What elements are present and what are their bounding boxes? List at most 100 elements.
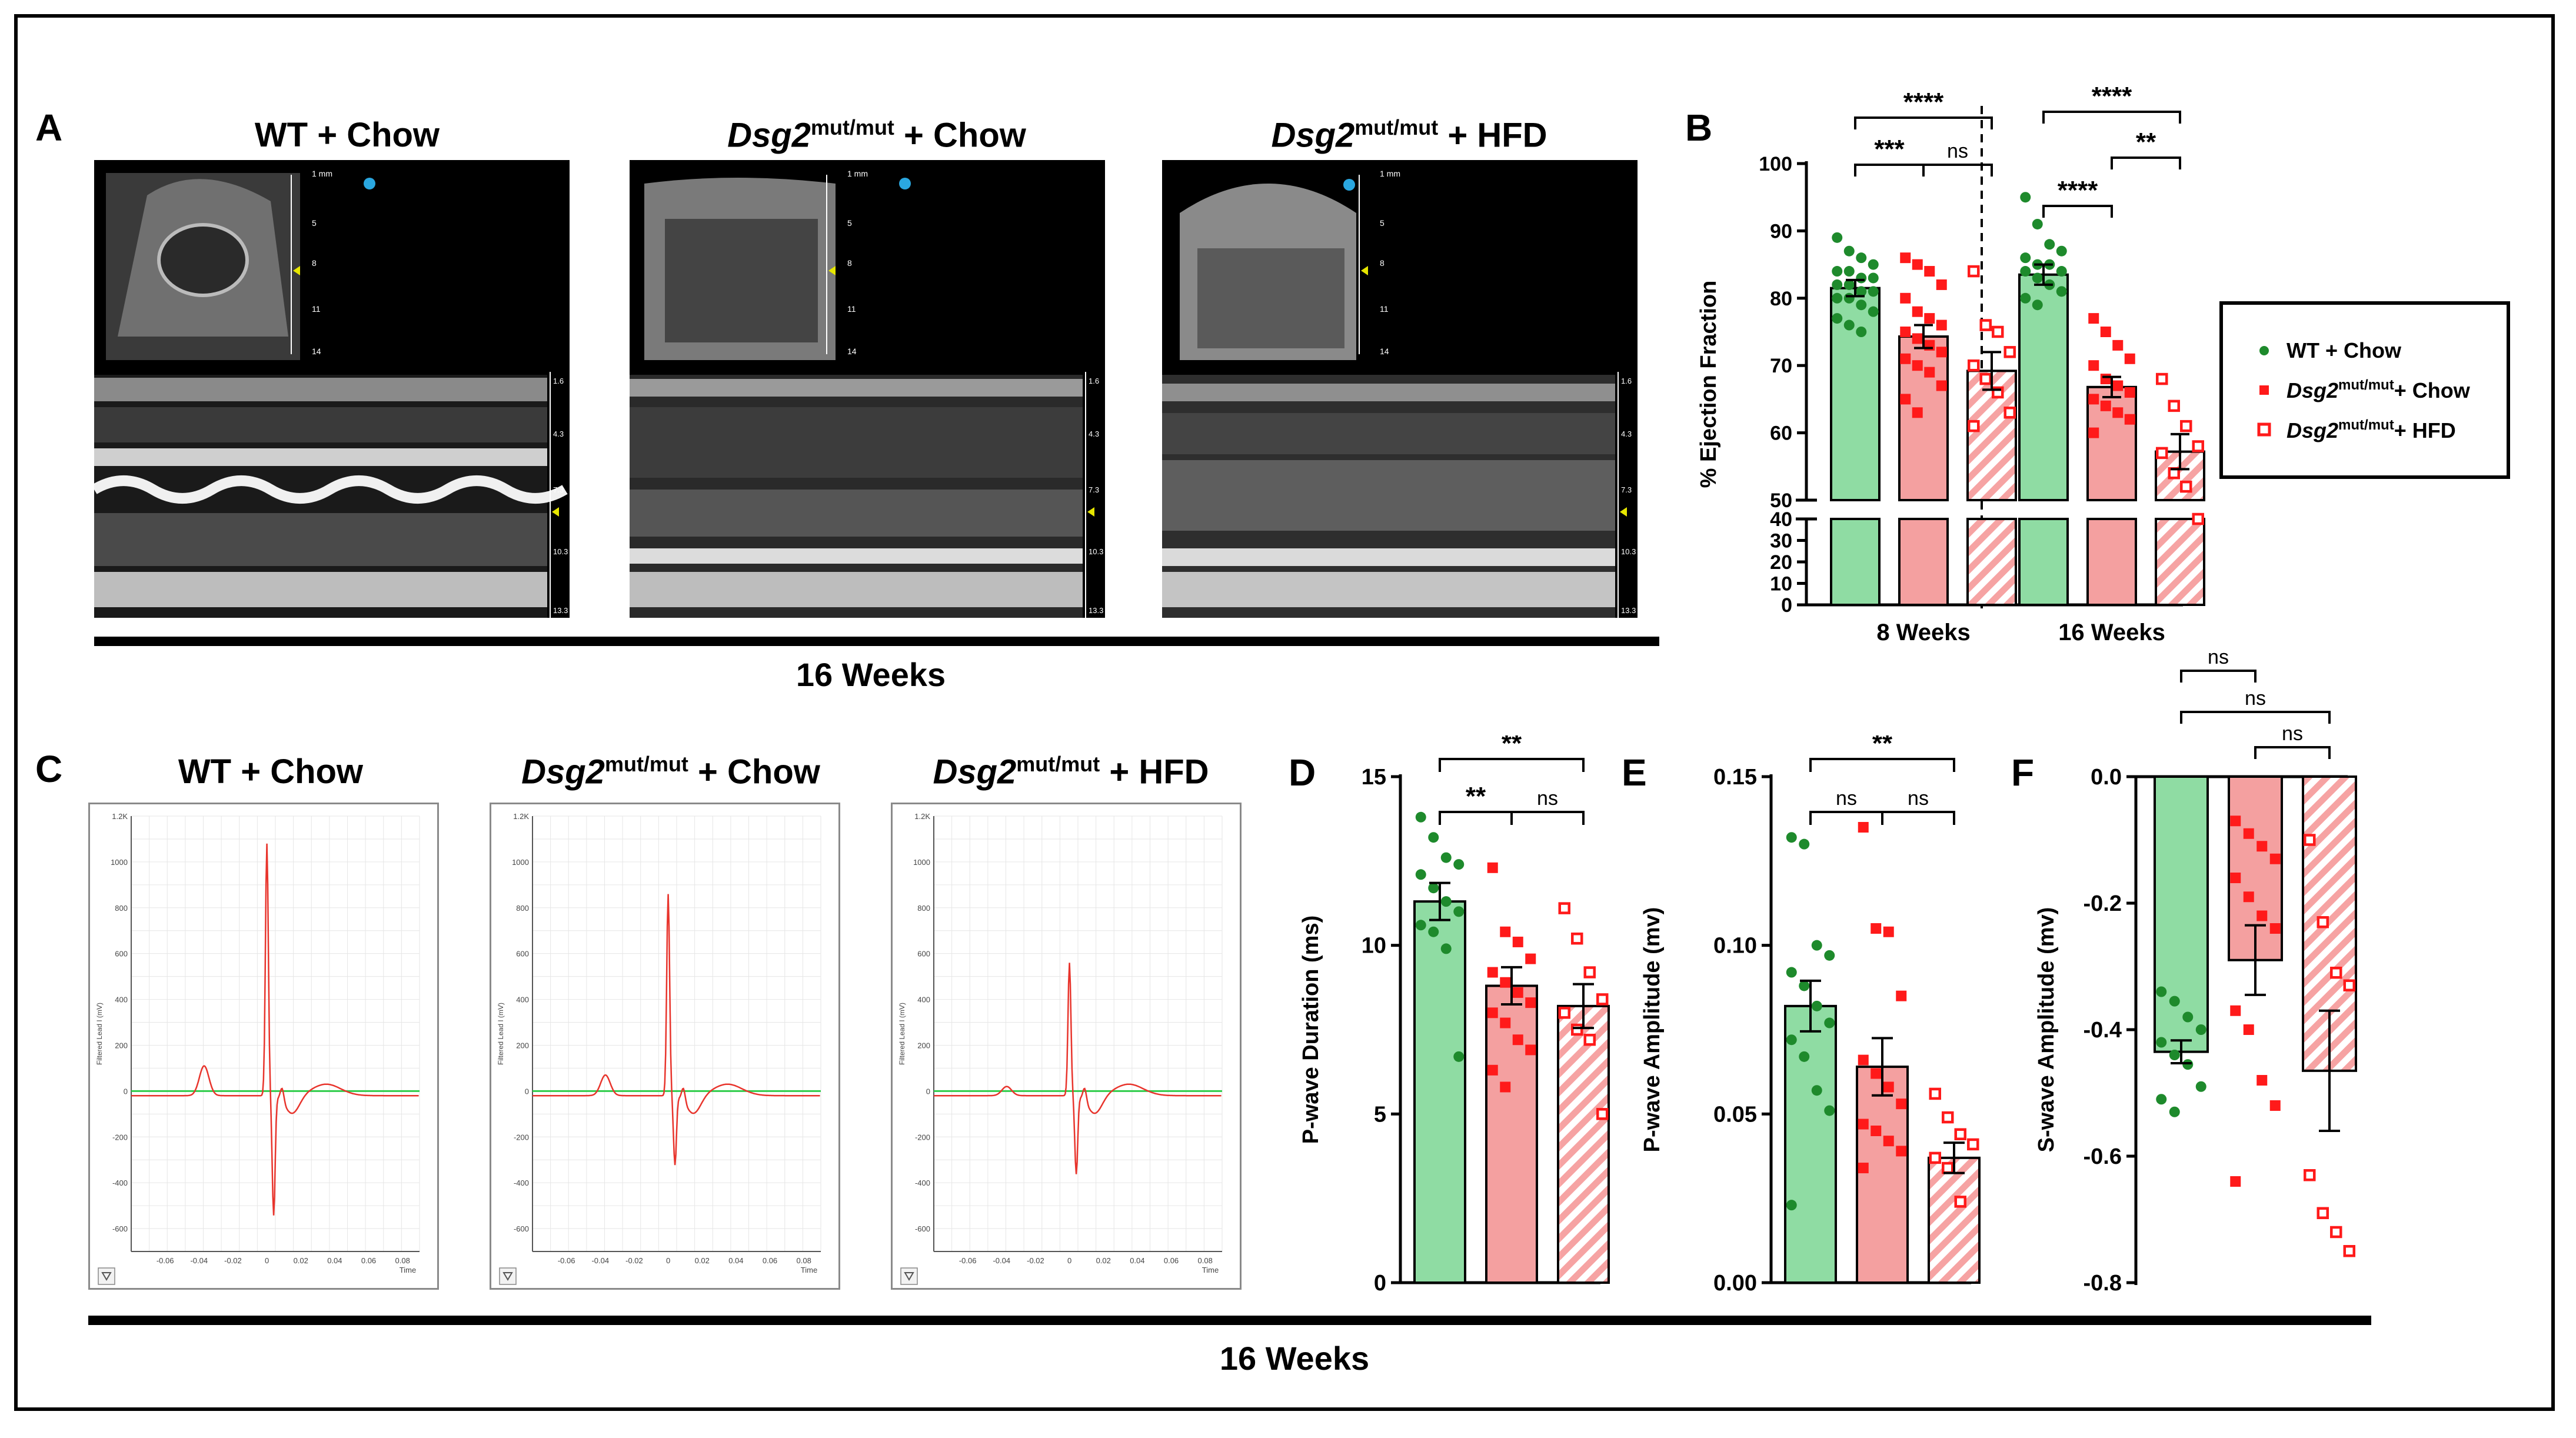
svg-text:11: 11 <box>847 304 856 314</box>
y-tick-label: 600 <box>115 950 128 958</box>
data-point <box>2088 394 2099 405</box>
y-tick-label: 80 <box>1770 288 1792 310</box>
y-tick-label: 0 <box>124 1087 128 1096</box>
bar <box>1485 984 1538 1284</box>
y-tick-label: -400 <box>915 1179 930 1187</box>
data-point <box>2168 400 2180 412</box>
significance-bracket <box>2042 111 2181 124</box>
bar <box>1928 1156 1981 1284</box>
chart-p-wave-duration: 0 5 10 15 P-wave Duration (ms) ** ** ns <box>1299 735 1610 1296</box>
data-point <box>2156 1094 2167 1105</box>
y-tick-label: 600 <box>917 950 930 958</box>
data-point <box>1871 923 1882 934</box>
data-point <box>1968 265 1980 278</box>
data-point <box>1924 266 1935 277</box>
data-point <box>1583 1033 1596 1046</box>
x-tick-label: 0.02 <box>294 1256 308 1265</box>
significance-bracket <box>2042 205 2113 218</box>
data-point <box>1871 1126 1882 1136</box>
data-point <box>1929 1087 1941 1100</box>
data-point <box>1571 1023 1583 1036</box>
y-tick-label: 0 <box>926 1087 930 1096</box>
y-tick-label: 40 <box>1770 508 1792 531</box>
svg-text:11: 11 <box>312 304 321 314</box>
x-tick-label: 0.06 <box>763 1256 777 1265</box>
significance-label: ** <box>1466 782 1486 811</box>
data-point <box>1936 279 1947 290</box>
data-point <box>2230 873 2241 883</box>
data-point <box>2304 1169 2316 1181</box>
data-point <box>1858 1163 1869 1174</box>
ecg-trace-plot: 1.2K 1000 800 600 400 200 0 -200 -400 -600 -0.06 -0… <box>497 812 821 1285</box>
legend-graphic: WT + Chow Dsg2mut/mut+ Chow Dsg2mut/mut+… <box>2257 338 2471 442</box>
svg-text:14: 14 <box>312 347 321 356</box>
data-point <box>1924 367 1935 378</box>
data-point <box>1924 313 1935 324</box>
data-point <box>2182 1011 2194 1023</box>
echo-graphic: 1 mm 5 8 11 14 1.6 4.3 7.3 10.3 13.3 <box>630 169 1103 618</box>
data-point <box>1832 279 1843 290</box>
data-point <box>1843 279 1855 290</box>
data-point <box>2100 400 2111 411</box>
bar <box>2154 775 2209 1053</box>
data-point <box>2169 996 2180 1007</box>
significance-label: ** <box>2136 128 2156 157</box>
timeline-bar-c <box>88 1316 2371 1325</box>
y-tick-label: 100 <box>1759 153 1792 175</box>
data-point <box>1832 232 1843 243</box>
echo-title-dsg2-chow: Dsg2mut/mut + Chow <box>727 115 1026 155</box>
data-point <box>1500 1081 1511 1093</box>
data-point <box>2304 834 2316 846</box>
data-point <box>1558 902 1570 914</box>
ecg-trace-plot: 1.2K 1000 800 600 400 200 0 -200 -400 -600 -0.06 -0… <box>95 812 420 1285</box>
y-axis-label: Filtered Lead I (mV) <box>898 1003 906 1065</box>
x-tick-label: 0.08 <box>1198 1256 1213 1265</box>
data-point <box>2100 327 2111 337</box>
data-point <box>2056 245 2067 257</box>
data-point <box>2003 346 2016 358</box>
data-point <box>1856 299 1867 311</box>
ecg-title-dsg2-hfd: Dsg2mut/mut + HFD <box>933 752 1209 791</box>
svg-text:5: 5 <box>1380 218 1384 228</box>
data-point <box>2003 407 2016 419</box>
data-point <box>1596 993 1609 1006</box>
data-point <box>1868 259 1879 270</box>
data-point <box>2156 1037 2167 1048</box>
ecg-title-dsg2-chow: Dsg2mut/mut + Chow <box>521 752 820 791</box>
data-point <box>2269 1100 2281 1111</box>
significance-bracket <box>1922 164 1993 177</box>
significance-bracket <box>2111 157 2181 169</box>
data-point <box>2088 313 2099 324</box>
data-point <box>2100 374 2111 385</box>
filter-button <box>98 1267 115 1285</box>
y-tick-label: 60 <box>1770 422 1792 445</box>
x-axis-label: Time <box>801 1266 817 1274</box>
data-point <box>1912 407 1923 418</box>
y-tick-label: -200 <box>915 1133 930 1141</box>
data-point <box>2230 815 2241 827</box>
data-point <box>1500 977 1511 988</box>
panel-letter-d: D <box>1289 751 1316 794</box>
data-point <box>1912 306 1923 317</box>
data-point <box>1954 1128 1966 1140</box>
data-point <box>1571 932 1583 945</box>
data-point <box>2195 1081 2206 1092</box>
data-point <box>1883 926 1894 937</box>
data-point <box>2032 299 2043 311</box>
data-point <box>1992 325 2004 338</box>
svg-text:7.3: 7.3 <box>553 485 564 494</box>
y-tick-label: 400 <box>516 996 529 1004</box>
data-point <box>1936 319 1947 331</box>
y-tick-label: -0.4 <box>2084 1018 2122 1043</box>
y-tick-label: -200 <box>112 1133 128 1141</box>
x-category-label: 8 Weeks <box>1876 620 1970 645</box>
data-point <box>1558 1007 1570 1019</box>
data-point <box>1968 420 1980 432</box>
x-tick-label: 0.08 <box>797 1256 811 1265</box>
bar <box>1413 900 1466 1284</box>
data-point <box>2112 380 2124 391</box>
y-tick-label: 1000 <box>111 858 128 867</box>
y-tick-label: 50 <box>1770 490 1792 512</box>
data-point <box>2056 266 2067 277</box>
y-axis-label: % Ejection Fraction <box>1696 281 1721 488</box>
